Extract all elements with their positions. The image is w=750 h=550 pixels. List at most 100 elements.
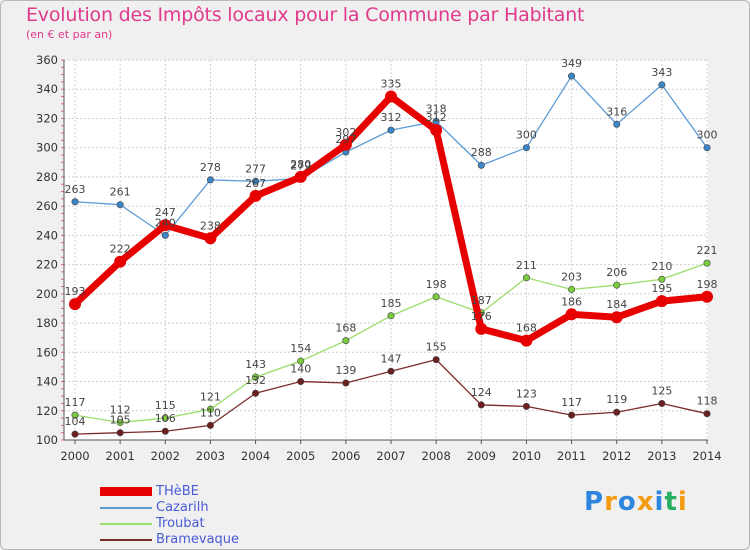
chart-subtitle: (en € et par an) [26, 28, 113, 41]
data-label-th-be: 186 [561, 295, 582, 308]
x-tick-label: 2002 [151, 449, 180, 463]
data-label-cazarilh: 288 [471, 146, 492, 159]
data-point-bramevaque [342, 379, 350, 387]
data-label-bramevaque: 118 [697, 395, 718, 408]
data-point-cazarilh [703, 144, 711, 152]
logo-letter: r [604, 487, 618, 517]
data-point-th-be [565, 308, 578, 321]
y-tick-label: 200 [36, 287, 58, 301]
data-point-bramevaque [568, 411, 576, 419]
data-label-bramevaque: 139 [335, 364, 356, 377]
data-label-bramevaque: 106 [155, 412, 176, 425]
data-point-bramevaque [613, 408, 621, 416]
data-label-bramevaque: 105 [110, 414, 131, 427]
data-point-troubat [252, 373, 260, 381]
data-point-cazarilh [161, 231, 169, 239]
data-label-troubat: 206 [606, 266, 627, 279]
data-label-bramevaque: 132 [245, 374, 266, 387]
data-point-cazarilh [568, 72, 576, 80]
data-label-bramevaque: 155 [426, 341, 447, 354]
data-point-bramevaque [252, 389, 260, 397]
data-point-th-be [294, 170, 307, 183]
logo-letter: P [584, 487, 605, 517]
logo-letter: t [664, 487, 678, 517]
data-label-th-be: 198 [697, 278, 718, 291]
data-label-troubat: 115 [155, 399, 176, 412]
data-label-bramevaque: 124 [471, 386, 492, 399]
y-tick-label: 220 [36, 258, 58, 272]
x-tick-label: 2007 [376, 449, 405, 463]
data-label-cazarilh: 240 [155, 216, 176, 229]
y-tick-label: 140 [36, 375, 58, 389]
y-tick-label: 360 [36, 53, 58, 67]
data-label-troubat: 154 [290, 342, 311, 355]
x-tick-label: 2012 [602, 449, 631, 463]
y-tick-label: 260 [36, 199, 58, 213]
data-label-bramevaque: 110 [200, 406, 221, 419]
data-point-th-be [520, 334, 533, 347]
data-point-bramevaque [161, 427, 169, 435]
data-label-th-be: 222 [110, 243, 131, 256]
data-point-troubat [432, 293, 440, 301]
data-label-th-be: 176 [471, 310, 492, 323]
data-point-bramevaque [116, 429, 124, 437]
data-label-cazarilh: 316 [606, 105, 627, 118]
data-label-troubat: 203 [561, 270, 582, 283]
legend-swatch-troubat [100, 523, 152, 525]
y-tick-label: 340 [36, 82, 58, 96]
plot-area [64, 60, 708, 440]
data-point-troubat [342, 337, 350, 345]
data-label-th-be: 312 [426, 111, 447, 124]
data-point-cazarilh [252, 177, 260, 185]
x-tick-label: 2010 [512, 449, 541, 463]
data-label-troubat: 211 [516, 259, 537, 272]
x-tick-label: 2004 [241, 449, 270, 463]
data-label-troubat: 112 [110, 403, 131, 416]
data-point-troubat [116, 418, 124, 426]
x-tick-label: 2009 [467, 449, 496, 463]
data-label-cazarilh: 312 [381, 111, 402, 124]
chart-title: Evolution des Impôts locaux pour la Comm… [26, 4, 585, 26]
data-label-cazarilh: 297 [335, 133, 356, 146]
legend-label-bramevaque: Bramevaque [156, 532, 240, 547]
data-point-troubat [71, 411, 79, 419]
data-label-cazarilh: 278 [200, 161, 221, 174]
logo-letter: o [617, 487, 637, 517]
data-point-troubat [658, 275, 666, 283]
x-tick-label: 2003 [196, 449, 225, 463]
data-label-troubat: 185 [381, 297, 402, 310]
data-point-cazarilh [206, 176, 214, 184]
data-point-cazarilh [116, 201, 124, 209]
legend-swatch-thebe [100, 487, 152, 496]
data-label-bramevaque: 119 [606, 393, 627, 406]
data-label-bramevaque: 117 [561, 396, 582, 409]
proxiti-logo: Proxiti [584, 487, 688, 517]
data-point-th-be [249, 189, 262, 202]
data-label-th-be: 195 [651, 282, 672, 295]
data-label-cazarilh: 277 [245, 162, 266, 175]
data-point-bramevaque [297, 378, 305, 386]
data-point-th-be [69, 298, 81, 311]
data-label-bramevaque: 104 [65, 415, 86, 428]
data-point-cazarilh [658, 81, 666, 89]
data-point-th-be [610, 311, 623, 324]
data-point-th-be [339, 138, 352, 151]
y-tick-label: 160 [36, 345, 58, 359]
x-tick-label: 2014 [692, 449, 721, 463]
data-label-th-be: 193 [65, 285, 86, 298]
data-point-bramevaque [658, 399, 666, 407]
data-label-th-be: 168 [516, 322, 537, 335]
data-label-bramevaque: 123 [516, 387, 537, 400]
data-point-troubat [206, 405, 214, 413]
data-point-bramevaque [477, 401, 485, 409]
data-point-cazarilh [522, 144, 530, 152]
legend-label-troubat: Troubat [156, 516, 205, 531]
data-label-troubat: 210 [651, 260, 672, 273]
data-point-th-be [159, 219, 172, 232]
x-tick-label: 2011 [557, 449, 586, 463]
data-point-bramevaque [703, 410, 711, 418]
data-label-troubat: 121 [200, 390, 221, 403]
data-point-troubat [387, 312, 395, 320]
data-point-bramevaque [71, 430, 79, 438]
